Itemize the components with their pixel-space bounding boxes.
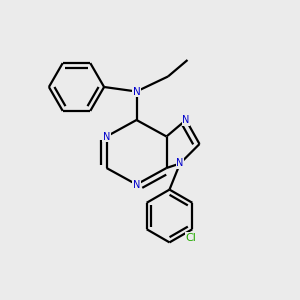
Text: N: N (133, 86, 140, 97)
Text: Cl: Cl (185, 233, 196, 243)
Text: N: N (176, 158, 184, 169)
Text: N: N (182, 115, 190, 125)
Text: N: N (103, 131, 110, 142)
Text: N: N (133, 179, 140, 190)
